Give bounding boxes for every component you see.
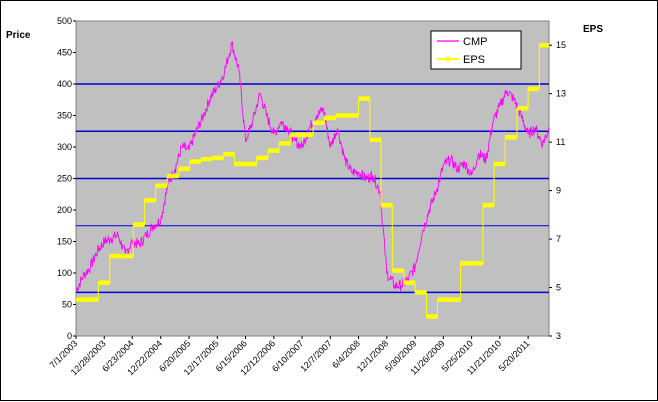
y-tick-label-right: 13 [556, 89, 566, 99]
legend-eps-marker [445, 56, 451, 62]
y-axis-title-left: Price [6, 30, 31, 41]
y-axis-title-right: EPS [583, 24, 603, 35]
y-tick-label-right: 5 [556, 283, 561, 293]
legend-eps-label: EPS [463, 54, 485, 66]
x-tick-label: 5/20/2011 [497, 338, 532, 373]
y-tick-label-right: 11 [556, 137, 565, 147]
y-tick-label-left: 50 [62, 300, 72, 310]
y-tick-label-left: 150 [57, 237, 72, 247]
y-tick-label-right: 3 [556, 331, 561, 341]
legend: CMP EPS [430, 30, 522, 70]
y-tick-label-left: 200 [57, 205, 72, 215]
y-tick-label-left: 0 [67, 331, 72, 341]
y-tick-label-left: 350 [57, 111, 72, 121]
legend-cmp-label: CMP [463, 36, 487, 48]
y-tick-label-left: 300 [57, 142, 72, 152]
y-tick-label-left: 500 [57, 16, 72, 26]
y-tick-label-right: 9 [556, 186, 561, 196]
y-tick-label-left: 100 [57, 268, 72, 278]
y-tick-label-right: 15 [556, 40, 566, 50]
y-tick-label-left: 450 [57, 48, 72, 58]
y-tick-label-right: 7 [556, 234, 561, 244]
y-tick-label-left: 250 [57, 174, 72, 184]
legend-box [430, 30, 522, 70]
y-tick-label-left: 400 [57, 79, 72, 89]
